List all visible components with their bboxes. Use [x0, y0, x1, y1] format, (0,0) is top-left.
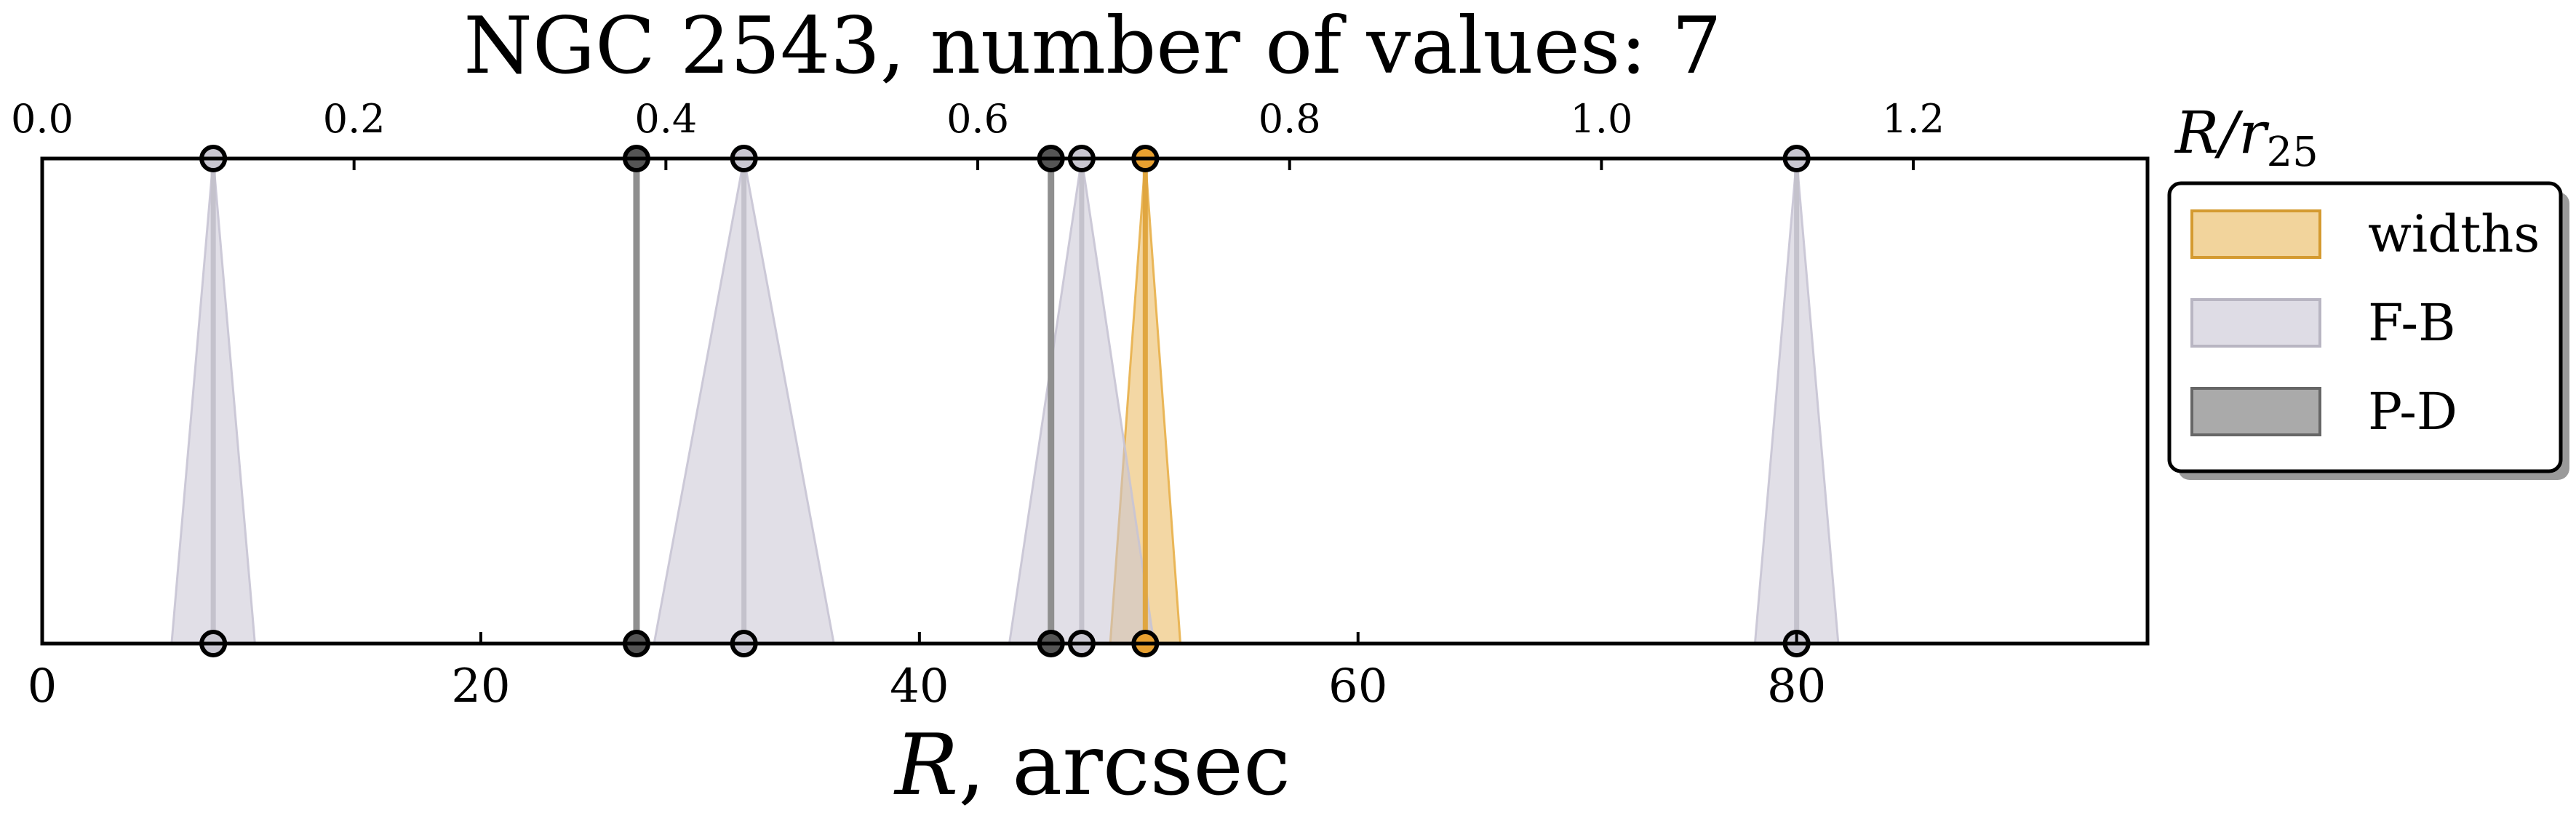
legend-swatch-2 — [2190, 387, 2321, 436]
top-axis-label-main: R/r — [2174, 99, 2270, 167]
top-tick-label-6: 1.2 — [1882, 96, 1945, 142]
top-tick-label-2: 0.4 — [634, 96, 697, 142]
x-axis-label-symbol: R — [893, 716, 958, 814]
x-tick-label-2: 40 — [890, 660, 949, 713]
legend-swatch-0 — [2190, 209, 2321, 259]
legend-label-1: F-B — [2368, 293, 2456, 353]
x-axis-label-unit: , arcsec — [958, 716, 1290, 814]
top-axis-label-sub: 25 — [2266, 129, 2318, 176]
legend-label-2: P-D — [2368, 382, 2457, 441]
top-tick-label-5: 1.0 — [1570, 96, 1632, 142]
top-tick-label-4: 0.8 — [1259, 96, 1321, 142]
top-tick-label-1: 0.2 — [323, 96, 386, 142]
x-axis-label: R, arcsec — [893, 716, 1291, 814]
legend-swatch-1 — [2190, 298, 2321, 348]
x-tick-label-1: 20 — [451, 660, 510, 713]
chart-title: NGC 2543, number of values: 7 — [463, 1, 1721, 92]
top-tick-label-3: 0.6 — [946, 96, 1009, 142]
legend: widths F-B P-D — [2167, 181, 2569, 480]
plot-frame — [40, 156, 2150, 646]
legend-label-0: widths — [2368, 204, 2540, 264]
tick-layer: 0 20 40 60 80 0.0 0.2 0.4 0.6 0.8 1.0 1.2 — [11, 96, 1945, 713]
x-tick-label-0: 0 — [28, 660, 57, 713]
fill-layer — [170, 158, 1840, 645]
marker-layer — [199, 145, 1811, 657]
x-tick-label-3: 60 — [1328, 660, 1387, 713]
top-axis-label: R/r25 — [2174, 99, 2318, 176]
top-tick-label-0: 0.0 — [11, 96, 73, 142]
x-tick-label-4: 80 — [1767, 660, 1826, 713]
line-layer — [210, 159, 1800, 644]
